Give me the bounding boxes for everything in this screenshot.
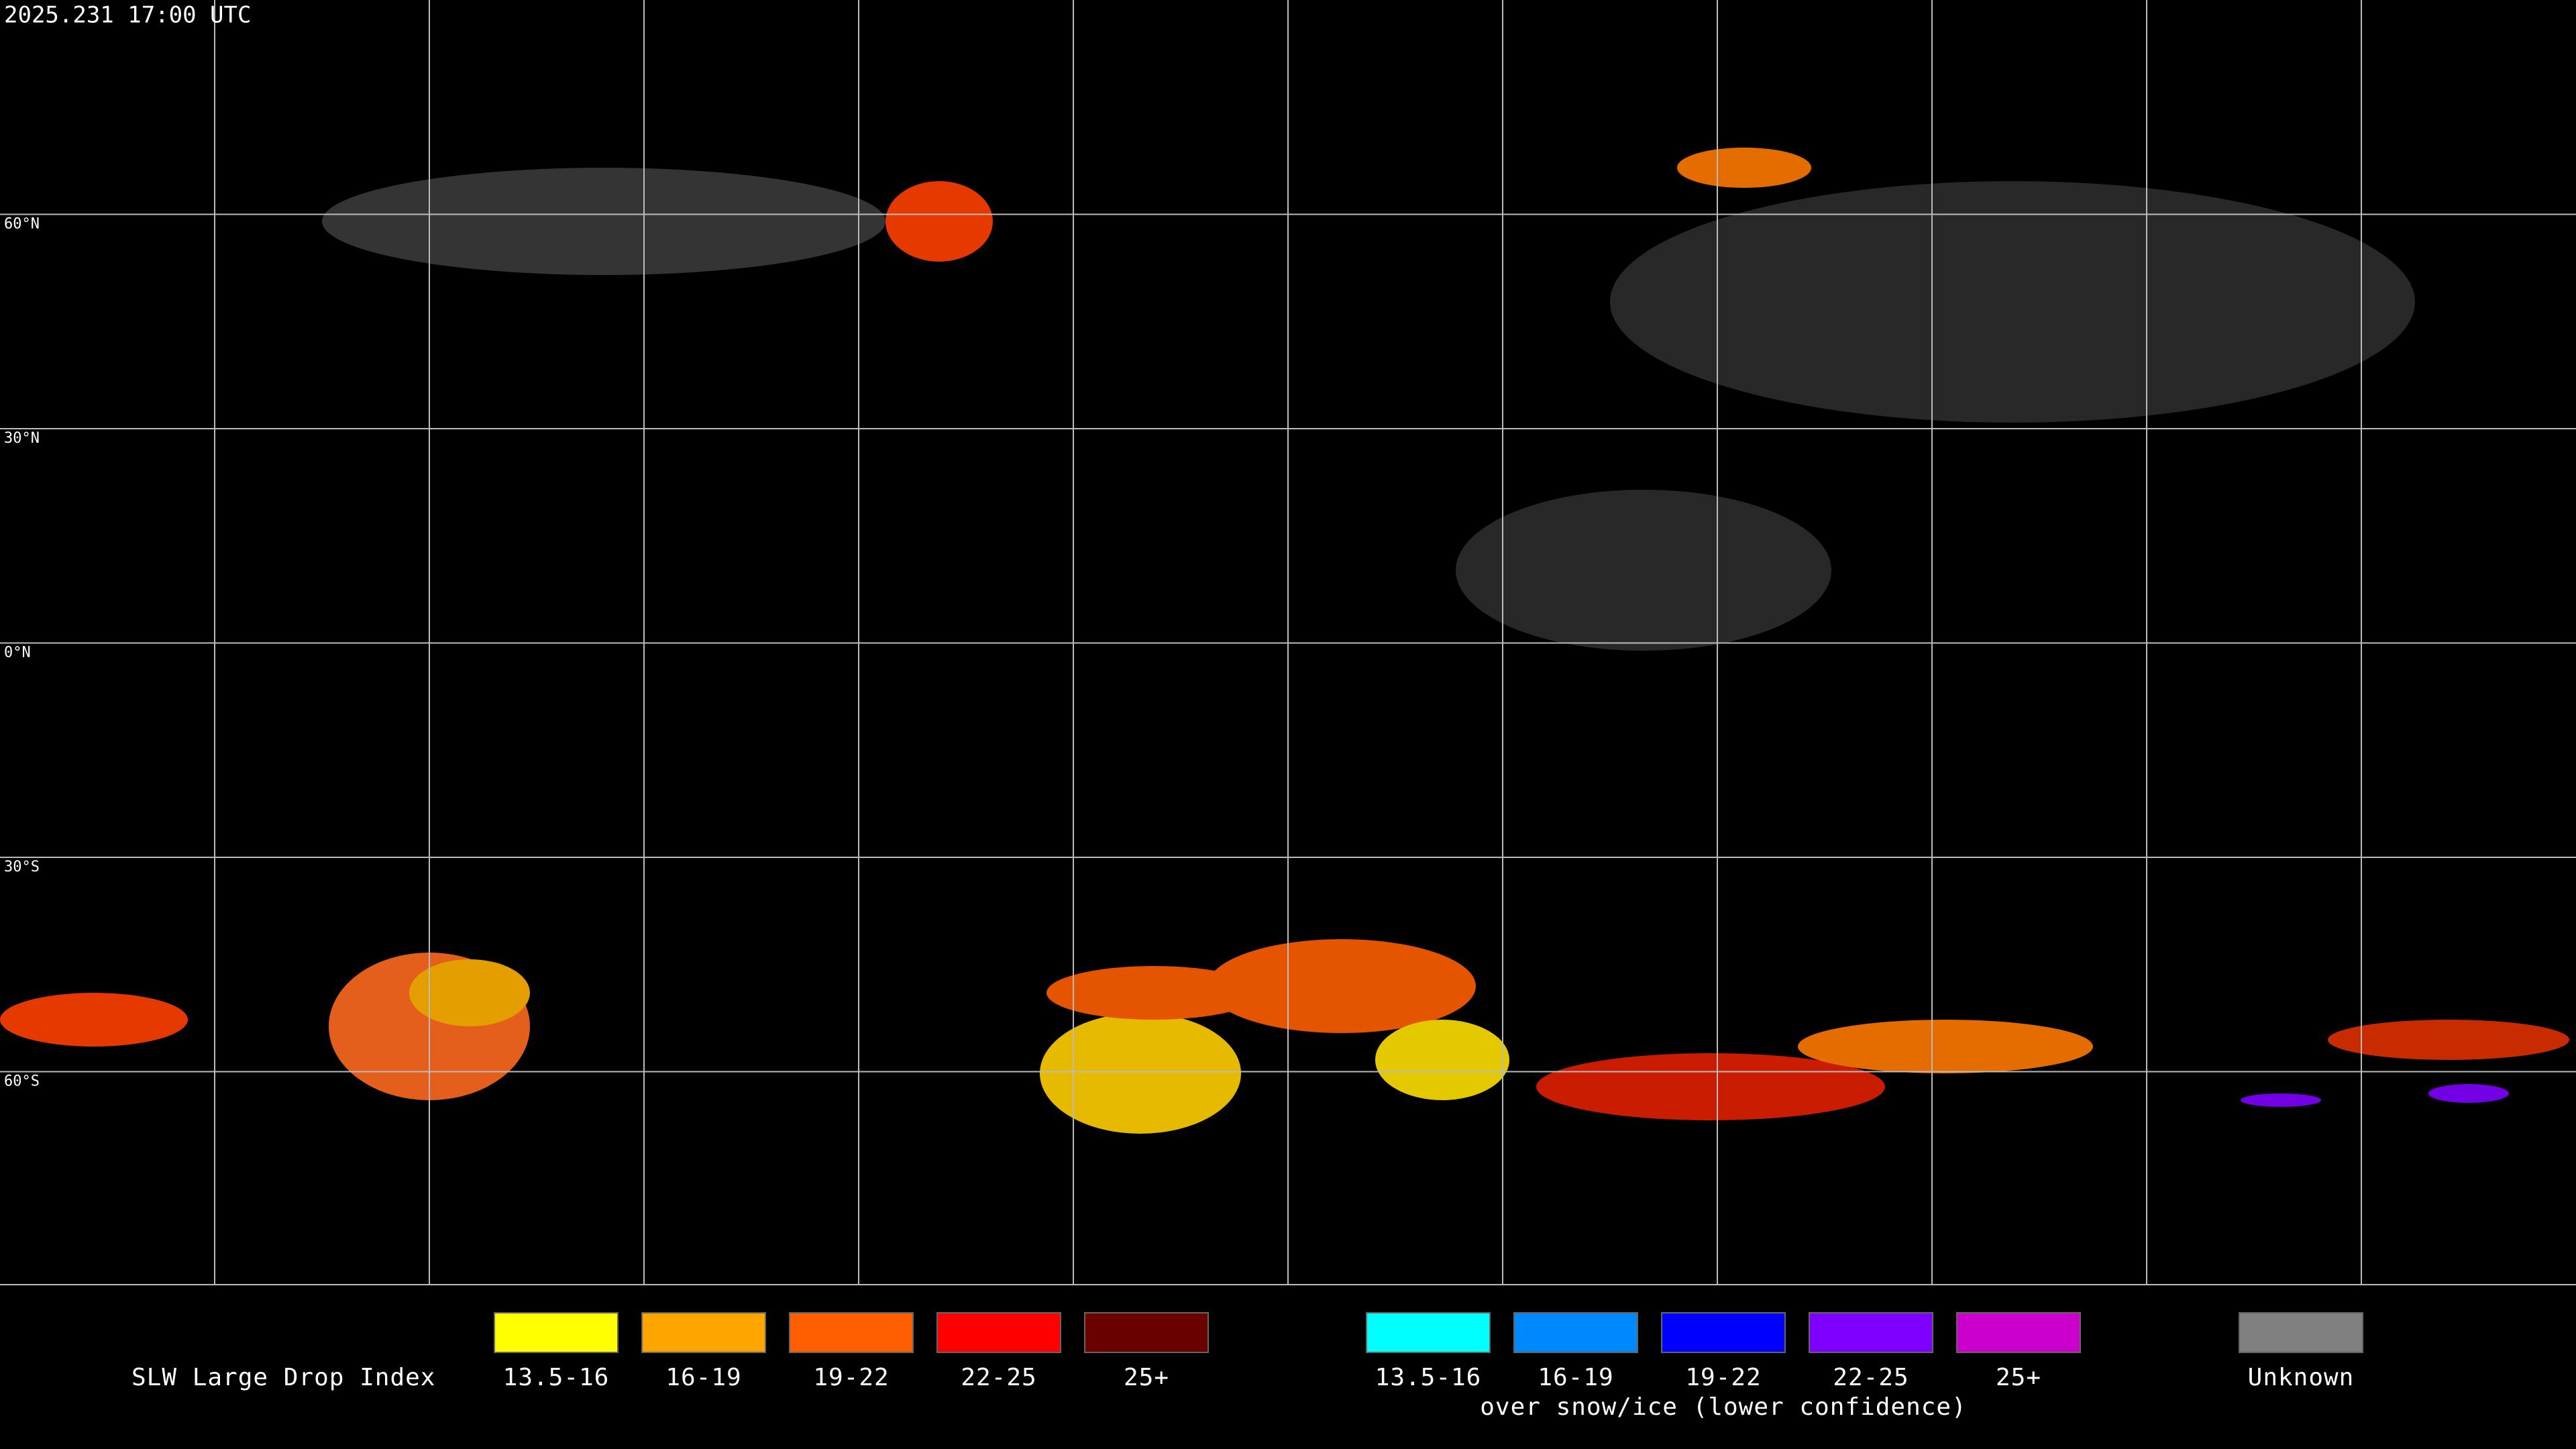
legend-swatch <box>789 1312 914 1353</box>
legend-label: 16-19 <box>1538 1364 1613 1391</box>
latitude-label: 60°S <box>4 1073 40 1090</box>
latitude-label: 60°N <box>4 216 40 233</box>
latitude-label: 30°S <box>4 859 40 875</box>
cloud-area <box>1610 181 2415 423</box>
cloud-area <box>1208 939 1476 1033</box>
legend-caption: over snow/ice (lower confidence) <box>1480 1393 1967 1421</box>
cloud-area <box>1536 1053 1885 1120</box>
cloud-area <box>1798 1020 2093 1073</box>
legend-label: 22-25 <box>1833 1364 1909 1391</box>
legend-label: Unknown <box>2248 1364 2355 1391</box>
legend-swatch <box>1366 1312 1491 1353</box>
cloud-area <box>1677 148 1811 188</box>
legend-swatch <box>641 1312 766 1353</box>
legend-label: 25+ <box>1996 1364 2041 1391</box>
cloud-area <box>1040 1013 1241 1134</box>
legend-swatch <box>936 1312 1061 1353</box>
graticule <box>0 0 2576 1285</box>
cloud-area <box>409 959 530 1026</box>
legend-label: 13.5-16 <box>1375 1364 1482 1391</box>
legend-swatch <box>2239 1312 2363 1353</box>
cloud-area <box>2241 1093 2321 1107</box>
cloud-layer <box>0 148 2569 1134</box>
legend: SLW Large Drop Index 13.5-16 16-19 19-22 22-… <box>131 1312 2363 1421</box>
legend-swatch <box>1084 1312 1209 1353</box>
cloud-area <box>2428 1084 2509 1103</box>
legend-swatch <box>1513 1312 1638 1353</box>
cloud-area <box>322 168 885 275</box>
cloud-area <box>1046 966 1261 1020</box>
legend-swatch <box>1661 1312 1786 1353</box>
legend-label: 25+ <box>1124 1364 1169 1391</box>
latitude-label: 30°N <box>4 430 40 447</box>
legend-swatch <box>1956 1312 2081 1353</box>
legend-label: 16-19 <box>665 1364 741 1391</box>
timestamp: 2025.231 17:00 UTC <box>4 2 251 29</box>
cloud-area <box>1456 490 1831 651</box>
cloud-area <box>885 181 993 262</box>
cloud-area <box>1375 1020 1509 1100</box>
latitude-label: 0°N <box>4 645 31 661</box>
legend-label: 19-22 <box>1685 1364 1761 1391</box>
legend-swatch <box>494 1312 619 1353</box>
legend-label: 22-25 <box>961 1364 1036 1391</box>
legend-label: 13.5-16 <box>503 1364 610 1391</box>
legend-title: SLW Large Drop Index <box>131 1364 435 1391</box>
legend-label: 19-22 <box>813 1364 889 1391</box>
cloud-area <box>0 993 188 1046</box>
cloud-area <box>2328 1020 2569 1060</box>
legend-swatch <box>1809 1312 1933 1353</box>
latitude-labels: 60°N 30°N 0°N 30°S 60°S <box>4 216 40 1090</box>
